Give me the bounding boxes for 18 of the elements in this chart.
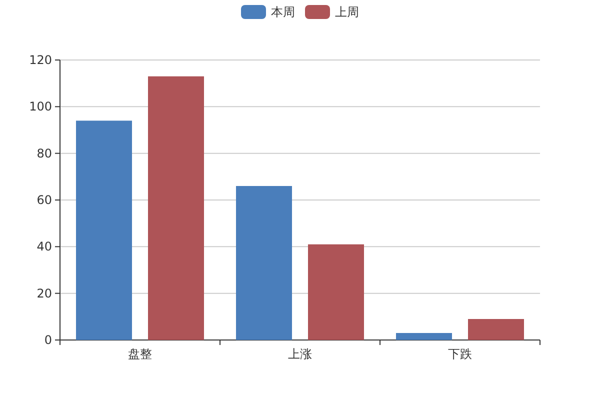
- bar: [468, 319, 524, 340]
- y-tick-label: 80: [36, 146, 52, 160]
- x-tick-label: 盘整: [128, 347, 152, 361]
- bar: [308, 244, 364, 340]
- y-tick-label: 0: [44, 333, 52, 347]
- y-tick-label: 100: [29, 100, 52, 114]
- legend-label: 本周: [271, 5, 295, 19]
- x-tick-label: 下跌: [448, 347, 472, 361]
- bar: [236, 186, 292, 340]
- y-tick-label: 40: [36, 240, 52, 254]
- y-tick-label: 120: [29, 53, 52, 67]
- bar: [396, 333, 452, 340]
- bar: [76, 120, 132, 340]
- legend-label: 上周: [335, 5, 359, 19]
- y-tick-label: 60: [36, 193, 52, 207]
- y-tick-label: 20: [36, 286, 52, 300]
- bar: [148, 76, 204, 340]
- x-tick-label: 上涨: [288, 347, 312, 361]
